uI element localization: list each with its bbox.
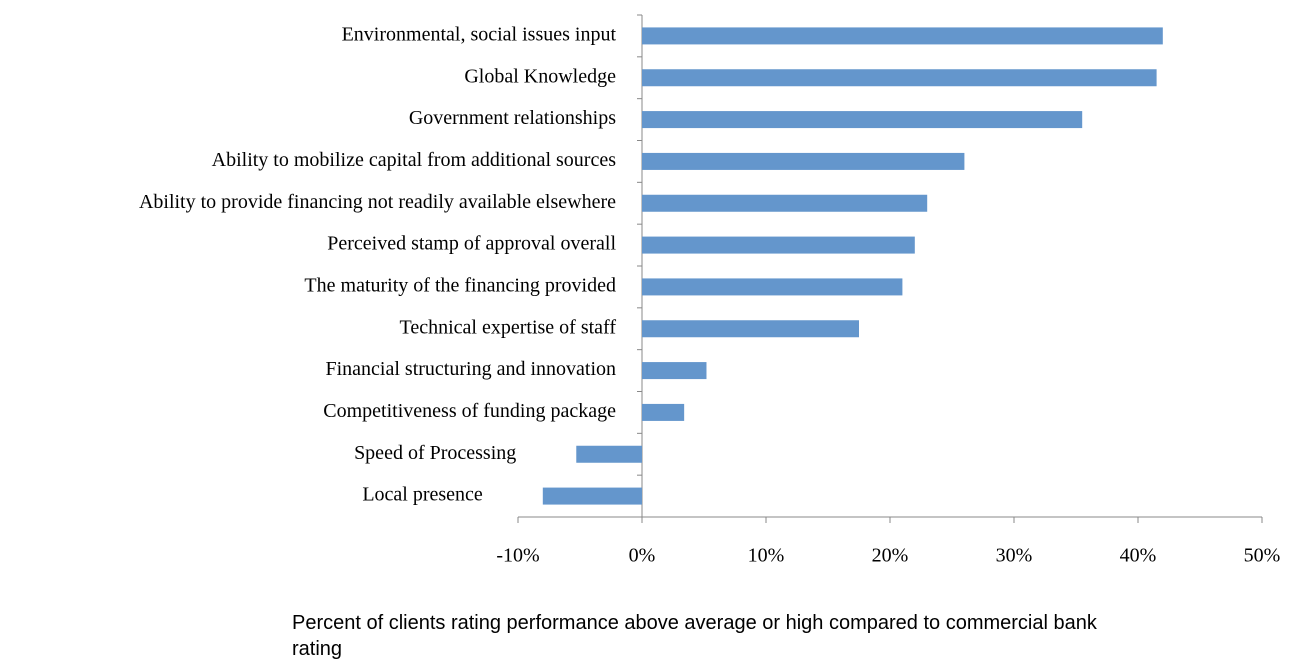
bar [642, 362, 707, 380]
y-tick-label: Ability to mobilize capital from additio… [212, 149, 617, 171]
x-tick-label: 10% [748, 545, 785, 567]
bar [642, 278, 903, 296]
bar [642, 320, 859, 338]
bar [642, 403, 685, 421]
x-tick-label: 40% [1120, 545, 1157, 567]
bar [642, 152, 965, 170]
chart: -10% 0% 10% 20% 30% 40% 50% Environmental, soci… [139, 14, 1281, 567]
x-axis-title: Percent of clients rating performance ab… [292, 612, 1097, 660]
y-tick-label: Global Knowledge [464, 65, 616, 87]
x-tick-label: 20% [872, 545, 909, 567]
y-tick-label: Government relationships [409, 107, 616, 129]
y-tick-label: Speed of Processing [354, 442, 516, 464]
x-tick-label: 50% [1244, 545, 1281, 567]
y-tick-label: Ability to provide financing not readily… [139, 191, 616, 213]
y-tick-label: Environmental, social issues input [342, 24, 617, 46]
bar [642, 236, 915, 254]
bar [542, 487, 642, 505]
y-tick-label: Local presence [362, 484, 483, 506]
bar [642, 111, 1083, 129]
y-tick-label: The maturity of the financing provided [304, 275, 616, 297]
y-tick-label: Perceived stamp of approval overall [327, 233, 616, 255]
bar [642, 69, 1157, 87]
x-tick-label: 30% [996, 545, 1033, 567]
x-tick-label: -10% [496, 545, 539, 567]
bar [642, 194, 928, 212]
bar [576, 445, 642, 463]
x-tick-label: 0% [629, 545, 656, 567]
bar [642, 27, 1163, 45]
y-tick-label: Technical expertise of staff [400, 316, 617, 338]
y-tick-label: Competitiveness of funding package [323, 400, 616, 422]
y-tick-label: Financial structuring and innovation [326, 358, 617, 380]
